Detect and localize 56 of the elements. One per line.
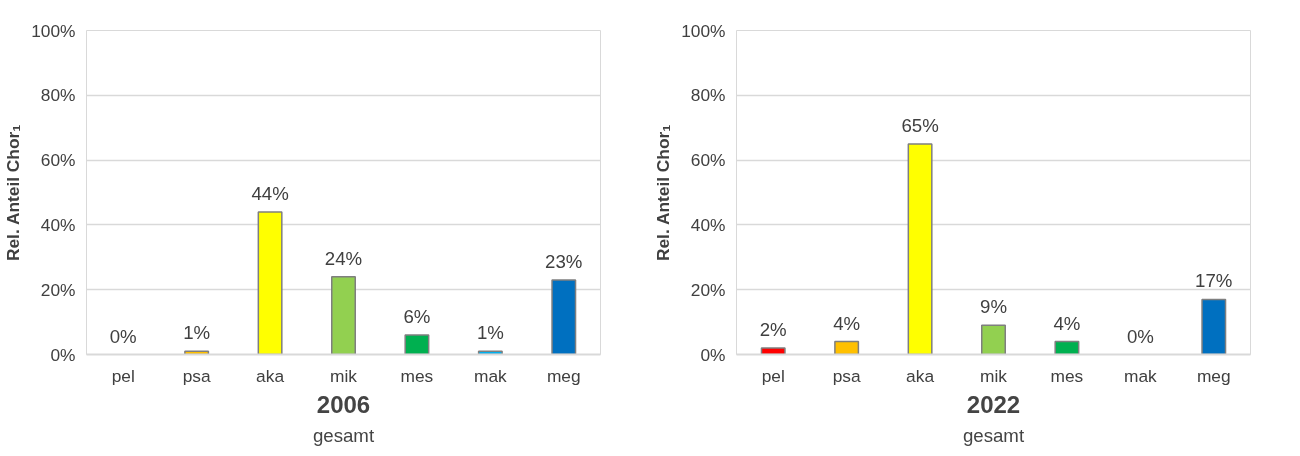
data-label: 23% [545, 250, 583, 272]
x-tick-label: mak [473, 365, 508, 386]
bar [331, 275, 356, 355]
data-label: 1% [183, 322, 211, 344]
data-label: 0% [1126, 325, 1154, 347]
bar [760, 347, 786, 355]
y-tick-label: 40% [40, 214, 76, 235]
x-tick-label: psa [832, 365, 861, 386]
x-tick-label: aka [256, 365, 285, 386]
x-tick-label: psa [182, 365, 211, 386]
x-tick-label: meg [546, 365, 581, 386]
data-label: 65% [901, 114, 939, 136]
bar [404, 334, 430, 355]
bar [1054, 340, 1080, 355]
bar [834, 340, 860, 355]
x-tick-label: pel [111, 365, 135, 386]
x-tick-label: meg [1196, 365, 1231, 386]
x-tick-label: mak [1123, 365, 1158, 386]
data-label: 24% [324, 247, 363, 269]
y-tick-label: 100% [681, 20, 726, 41]
x-tick-label: pel [761, 365, 785, 386]
y-tick-label: 0% [50, 344, 76, 365]
y-tick-label: 60% [40, 150, 76, 171]
y-tick-label: 20% [690, 279, 726, 300]
data-label: 4% [833, 312, 861, 334]
bar [1201, 298, 1227, 355]
data-label: 1% [476, 322, 504, 344]
x-tick-label: mes [400, 365, 434, 386]
y-axis-title: Rel. Anteil Chor₁ [653, 124, 674, 262]
x-tick-label: mik [330, 365, 358, 386]
y-tick-label: 0% [700, 344, 726, 365]
text: 2006 [316, 390, 371, 418]
y-tick-label: 40% [690, 214, 726, 235]
bar [257, 211, 283, 355]
bar [907, 143, 933, 355]
data-label: 9% [980, 296, 1007, 318]
x-tick-label: aka [906, 365, 935, 386]
data-label: 44% [251, 182, 289, 204]
x-tick-label: mik [980, 365, 1008, 386]
text: 2022 [966, 390, 1021, 418]
data-label: 0% [109, 325, 137, 347]
x-tick-label: mes [1050, 365, 1084, 386]
y-tick-label: 60% [690, 150, 726, 171]
y-tick-label: 100% [31, 20, 76, 41]
data-label: 4% [1053, 312, 1081, 334]
bar [981, 324, 1006, 355]
y-tick-label: 20% [40, 279, 76, 300]
data-label: 2% [759, 319, 787, 341]
text: gesamt [962, 424, 1025, 446]
bar [551, 279, 577, 355]
text: gesamt [312, 424, 375, 446]
data-label: 6% [403, 306, 431, 328]
data-label: 17% [1195, 270, 1233, 292]
y-tick-label: 80% [690, 85, 726, 106]
y-axis-title: Rel. Anteil Chor₁ [3, 124, 24, 262]
y-tick-label: 80% [40, 85, 76, 106]
